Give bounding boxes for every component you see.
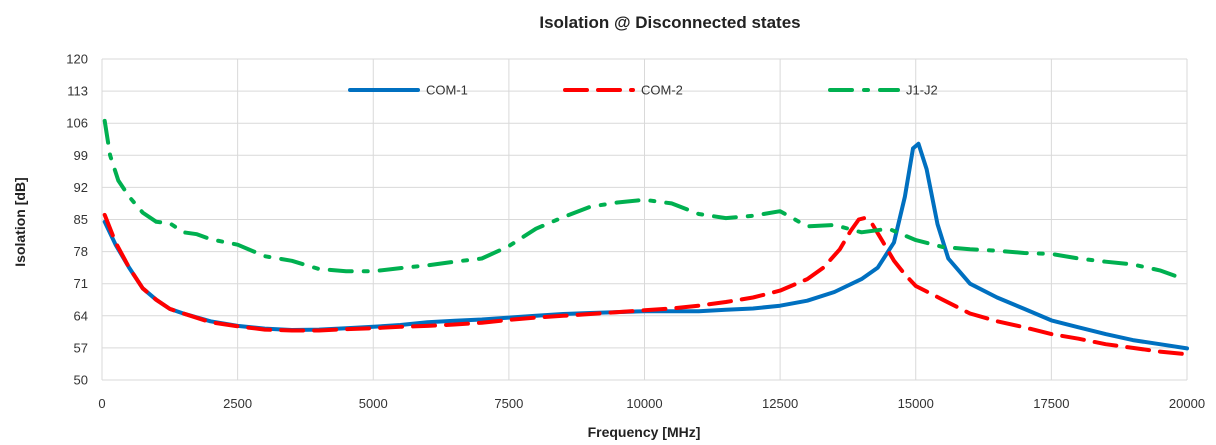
y-axis-title: Isolation [dB] [12,177,28,266]
x-axis-title: Frequency [MHz] [588,424,701,440]
gridlines [101,58,1188,381]
y-tick-label: 120 [66,52,88,67]
series-lines [102,118,1189,357]
series-line-com-1 [102,141,1189,351]
legend-label: COM-2 [641,83,683,98]
x-axis-ticks: 0 2500 5000 7500 10000 12500 15000 17500 20000 [98,396,1205,411]
y-tick-label: 50 [74,373,88,388]
y-tick-label: 64 [74,308,88,323]
y-tick-label: 71 [74,276,88,291]
y-axis-ticks: 50 57 64 71 78 85 92 99 106 113 120 [66,52,88,388]
x-tick-label: 5000 [359,396,388,411]
y-tick-label: 113 [67,84,88,99]
x-tick-label: 17500 [1033,396,1069,411]
series-line-j1-j2 [102,118,1184,281]
x-tick-label: 12500 [762,396,798,411]
x-tick-label: 20000 [1169,396,1205,411]
x-tick-label: 0 [98,396,105,411]
y-tick-label: 106 [66,116,88,131]
y-tick-label: 57 [74,340,88,355]
y-tick-label: 92 [74,180,88,195]
x-tick-label: 7500 [494,396,523,411]
y-tick-label: 78 [74,244,88,259]
series-line-com-2 [102,212,1189,357]
legend: COM-1 COM-2 J1-J2 [348,83,938,98]
y-tick-label: 99 [74,148,88,163]
chart-title: Isolation @ Disconnected states [539,13,800,32]
legend-label: COM-1 [426,83,468,98]
legend-label: J1-J2 [906,83,938,98]
x-tick-label: 10000 [626,396,662,411]
y-tick-label: 85 [74,212,88,227]
x-tick-label: 15000 [898,396,934,411]
x-tick-label: 2500 [223,396,252,411]
